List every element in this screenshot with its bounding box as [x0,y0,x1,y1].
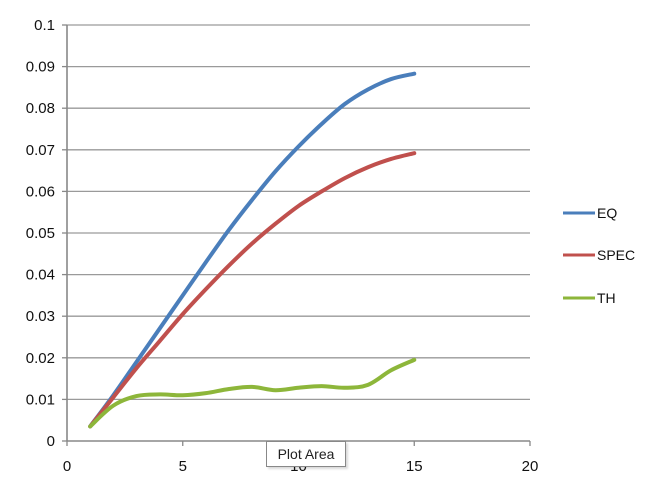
y-tick-label: 0.05 [26,225,55,242]
y-tick-label: 0.04 [26,267,55,284]
x-tick-label: 20 [522,458,539,475]
y-tick-label: 0.06 [26,183,55,200]
plot-area-tooltip: Plot Area [266,441,346,467]
y-tick-label: 0.01 [26,391,55,408]
y-tick-label: 0 [47,433,55,450]
x-tick-label: 0 [63,458,71,475]
x-tick-label: 15 [406,458,423,475]
series-line-th [88,357,417,429]
series-line-eq [88,71,417,429]
series-line-spec [88,151,417,429]
legend-label-spec: SPEC [597,247,635,263]
y-tick-label: 0.02 [26,350,55,367]
legend-label-th: TH [597,290,616,306]
y-tick-label: 0.08 [26,100,55,117]
y-tick-label: 0.09 [26,59,55,76]
y-tick-label: 0.03 [26,308,55,325]
legend-label-eq: EQ [597,205,617,221]
y-tick-label: 0.1 [34,17,55,34]
y-tick-label: 0.07 [26,142,55,159]
x-tick-label: 5 [179,458,187,475]
